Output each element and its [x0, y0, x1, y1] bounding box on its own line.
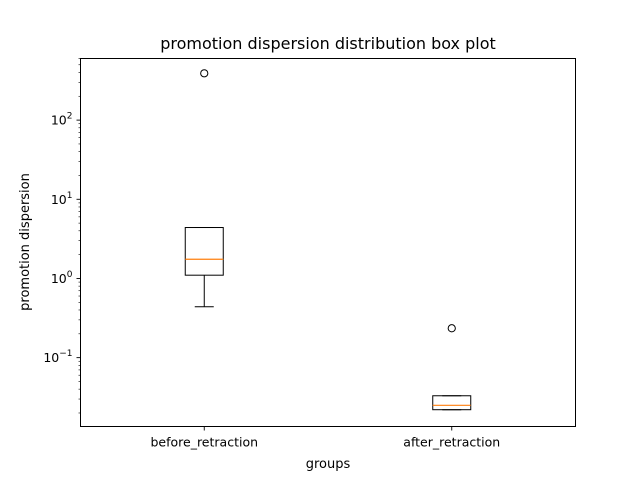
chart-title: promotion dispersion distribution box pl…: [160, 34, 496, 53]
y-tick-label-base: 10: [51, 192, 67, 207]
y-axis-label: promotion dispersion: [18, 173, 33, 311]
x-tick-label: after_retraction: [403, 435, 500, 450]
y-tick-label-exponent: 2: [67, 112, 73, 122]
y-tick-label-exponent: 0: [67, 270, 73, 280]
x-tick-label: before_retraction: [150, 435, 258, 450]
y-tick-label-exponent: 1: [67, 191, 73, 201]
y-tick-label-base: 10: [51, 113, 67, 128]
y-tick-label-exponent: −1: [59, 349, 72, 359]
y-tick-label-base: 10: [51, 271, 67, 286]
y-tick-label-base: 10: [43, 350, 59, 365]
x-axis-label: groups: [306, 457, 351, 472]
